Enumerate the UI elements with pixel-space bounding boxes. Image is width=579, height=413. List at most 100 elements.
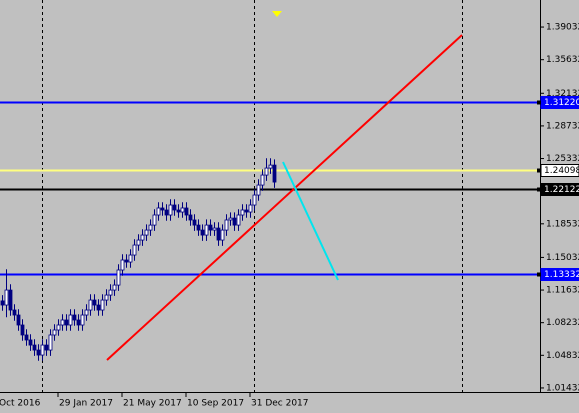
candle-body [64, 319, 69, 326]
y-tick-label: 1.08232 [546, 318, 579, 328]
candle-body [224, 219, 229, 231]
axes: 1.39032 1.35632 1.32132 1.28732 1.25332 1.185… [0, 23, 579, 409]
shift-marker [272, 11, 282, 17]
candle-body [32, 344, 37, 351]
price-level-marker [537, 187, 541, 192]
candle-body [240, 209, 245, 216]
candle-body [96, 304, 101, 311]
candle-body [116, 269, 121, 286]
candle-body [236, 214, 241, 226]
candle-body [144, 229, 149, 236]
price-level-label: 1.31220 [544, 98, 579, 108]
candle-body [244, 209, 249, 213]
y-tick-label: 1.32132 [546, 89, 579, 99]
candle-body [80, 314, 85, 326]
candle-body [60, 319, 65, 326]
trend-line [106, 34, 463, 361]
candle-body [172, 204, 177, 211]
candle-body [160, 207, 165, 211]
candle-body [0, 300, 5, 306]
candle-body [8, 289, 13, 311]
x-tick-label: 31 Dec 2017 [251, 399, 309, 409]
candle-body [136, 239, 141, 246]
candle-body [192, 219, 197, 226]
candle-body [104, 294, 109, 301]
candle-body [124, 259, 129, 263]
candles [0, 158, 277, 361]
candle-body [156, 207, 161, 216]
candle-body [48, 334, 53, 351]
candle-body [4, 289, 9, 306]
candle-body [44, 344, 49, 351]
candle-body [28, 339, 33, 346]
candle-body [228, 217, 233, 221]
candle-body [272, 164, 277, 183]
candle-body [84, 309, 89, 316]
candle-body [72, 314, 77, 321]
y-tick-label: 1.35632 [546, 55, 579, 65]
candle-body [264, 167, 269, 176]
y-tick-label: 1.28732 [546, 121, 579, 131]
y-tick-label: 1.25332 [546, 154, 579, 164]
candle-body [252, 194, 257, 206]
candle-body [208, 224, 213, 231]
x-tick-label: 29 Jan 2017 [59, 399, 113, 409]
y-tick-label: 1.01432 [546, 383, 579, 393]
candle-body [248, 204, 253, 213]
candle-body [168, 204, 173, 216]
candle-body [56, 324, 61, 331]
x-tick-label: Oct 2016 [0, 399, 41, 409]
candle-body [16, 314, 21, 326]
candle-body [132, 244, 137, 256]
candle-body [268, 164, 273, 169]
price-level-marker [537, 272, 541, 277]
candle-body [120, 259, 125, 271]
candle-body [100, 299, 105, 311]
price-level-label: 1.22122 [544, 185, 579, 195]
candle-body [152, 214, 157, 226]
candle-body [88, 299, 93, 311]
candle-body [40, 344, 45, 356]
candle-body [164, 209, 169, 216]
candle-body [108, 289, 113, 296]
candle-body [220, 229, 225, 241]
candle-body [128, 254, 133, 263]
trend-line [282, 161, 339, 281]
candle-body [196, 224, 201, 231]
candle-body [12, 309, 17, 316]
candle-body [92, 299, 97, 306]
price-level-label: 1.24098 [544, 166, 579, 176]
x-tick-label: 10 Sep 2017 [187, 399, 244, 409]
candle-body [176, 209, 181, 213]
candle-body [212, 227, 217, 231]
candle-body [216, 227, 221, 241]
candle-body [20, 324, 25, 336]
candle-body [140, 234, 145, 241]
candle-body [260, 174, 265, 186]
candle-body [68, 314, 73, 326]
candle-body [148, 224, 153, 231]
candle-body [180, 207, 185, 213]
candle-body [36, 349, 41, 356]
candle-body [52, 329, 57, 336]
price-level-marker [537, 100, 541, 105]
candle-body [112, 284, 117, 291]
price-level-marker [537, 168, 541, 173]
candle-body [184, 207, 189, 216]
y-tick-label: 1.04832 [546, 351, 579, 361]
vertical-grid [42, 0, 463, 392]
candle-body [200, 229, 205, 236]
x-tick-label: 21 May 2017 [123, 399, 182, 409]
y-tick-label: 1.18532 [546, 219, 579, 229]
candle-body [76, 319, 81, 326]
y-tick-label: 1.11632 [546, 286, 579, 296]
candle-body [24, 334, 29, 341]
candle-body [256, 184, 261, 196]
candle-body [232, 217, 237, 226]
price-level-label: 1.13332 [544, 270, 579, 280]
y-tick-label: 1.39032 [546, 23, 579, 33]
y-tick-label: 1.15032 [546, 253, 579, 263]
candle-body [204, 224, 209, 236]
